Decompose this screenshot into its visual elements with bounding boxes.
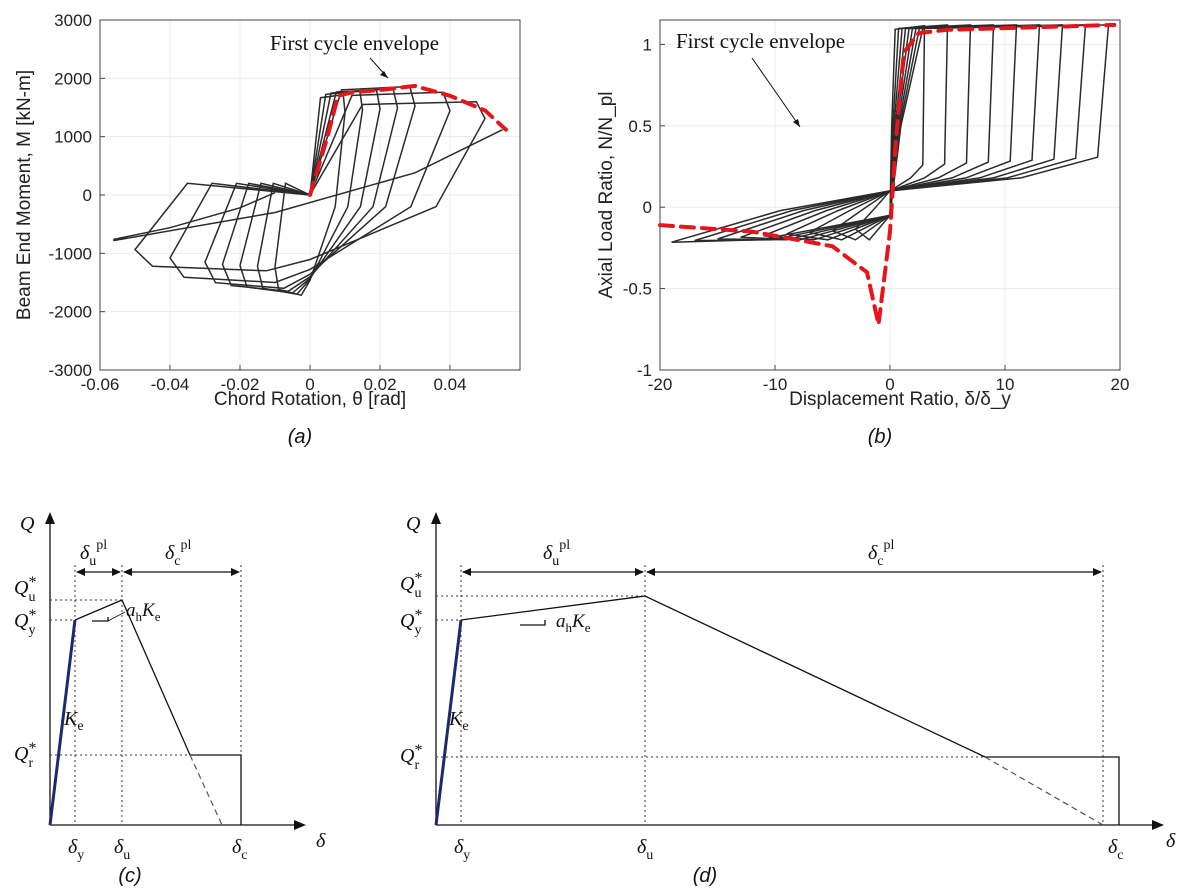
- panel-b-x-tick-label: 10: [996, 375, 1015, 394]
- panel-b-y-tick-label: -0.5: [623, 280, 652, 299]
- panel-b-x-tick-label: 20: [1111, 375, 1130, 394]
- panel-a-x-tick-label: 0.04: [433, 375, 466, 394]
- panel-d-qy-label: Q* y: [400, 607, 422, 638]
- panel-a-y-tick-label: -2000: [49, 303, 92, 322]
- panel-b-annotation: First cycle envelope: [676, 29, 845, 53]
- panel-b-y-tick-label: 1: [643, 35, 652, 54]
- panel-a-envelope-line: [308, 83, 508, 197]
- panel-c-elastic-line: [48, 619, 77, 826]
- panel-b-y-tick-label: 0: [643, 198, 652, 217]
- panel-a-caption: (a): [288, 426, 312, 448]
- panel-b-x-tick-label: -10: [763, 375, 788, 394]
- panel-d-qr-label: Q* r: [400, 742, 422, 773]
- panel-c-q-label: Q: [20, 513, 35, 535]
- panel-d-dcp-label: δcpl: [868, 538, 895, 569]
- panel-b-y-label: Axial Load Ratio, N/N_pl: [596, 92, 617, 299]
- panel-d-ahke-label: ahKe: [556, 611, 591, 635]
- panel-b-arrowhead: [793, 119, 800, 127]
- panel-c-caption: (c): [118, 865, 141, 887]
- panel-c-qu-label: Q* u: [14, 574, 36, 605]
- panel-b-x-label: Displacement Ratio, δ/δ_y: [789, 389, 1011, 410]
- panel-d-q-label: Q: [406, 513, 421, 535]
- panel-a-x-tick-label: -0.06: [81, 375, 120, 394]
- panel-d-elastic-line: [434, 619, 463, 826]
- panel-d-ke-label: Ke: [448, 708, 469, 734]
- panel-c-ahke-label: ahKe: [126, 600, 161, 624]
- panel-c-y-arrowhead: [45, 512, 55, 524]
- panel-a: -0.06 -0.04 -0.02 0 0.02 0.04 3000 2000 1000 0 -10…: [14, 11, 521, 448]
- panel-c-dc-label: δc: [232, 836, 248, 863]
- panel-a-y-tick-label: 1000: [54, 128, 92, 147]
- panel-c-dup-label: δupl: [80, 538, 107, 569]
- panel-c-extrapolation: [189, 754, 223, 826]
- panel-c-dcp-label: δcpl: [165, 538, 192, 569]
- panel-a-x-tick-label: 0.02: [363, 375, 396, 394]
- panel-b-x-tick-label: -20: [648, 375, 673, 394]
- panel-a-y-tick-label: -3000: [49, 361, 92, 380]
- panel-a-annotation: First cycle envelope: [270, 31, 439, 55]
- panel-a-hysteresis-cycle: [133, 100, 486, 272]
- panel-a-x-tick-label: 0: [305, 375, 314, 394]
- panel-c-ke-label: Ke: [63, 708, 84, 734]
- panel-a-y-tick-label: 2000: [54, 69, 92, 88]
- panel-a-y-label: Beam End Moment, M [kN-m]: [14, 70, 35, 320]
- panel-b-hysteresis-cycle: [809, 24, 972, 241]
- panel-b-ticks: -20 -10 0 10 20 1 0.5 0 -0.5 -1: [623, 35, 1130, 394]
- panel-d-dy-label: δy: [454, 836, 470, 863]
- panel-b-caption: (b): [868, 426, 892, 448]
- panel-c-qr-label: Q* r: [14, 740, 36, 771]
- panel-c-slope-marker: [92, 617, 109, 622]
- panel-a-ticks: -0.06 -0.04 -0.02 0 0.02 0.04 3000 2000 1000 0 -10…: [49, 11, 467, 394]
- panel-b-hysteresis-cycle: [786, 24, 995, 241]
- panel-d: Q Q* u Q* y Q* r Ke ahKe δupl δcpl δy δu δc…: [400, 512, 1176, 887]
- panel-a-hysteresis-cycle: [169, 91, 451, 284]
- panel-a-y-tick-label: -1000: [49, 244, 92, 263]
- panel-a-large-excursion: [113, 129, 503, 242]
- panel-d-y-arrowhead: [431, 512, 441, 524]
- panel-d-dc-label: δc: [1108, 836, 1124, 863]
- panel-d-caption: (d): [693, 865, 717, 887]
- panel-d-slope-marker: [520, 620, 546, 626]
- panel-b-y-tick-label: 0.5: [628, 117, 652, 136]
- panel-a-x-label: Chord Rotation, θ [rad]: [214, 389, 406, 410]
- panel-a-x-tick-label: -0.04: [151, 375, 190, 394]
- panel-d-extrapolation: [984, 756, 1104, 826]
- panel-d-d-label: δ: [1166, 830, 1176, 852]
- panel-c-dy-label: δy: [68, 836, 84, 863]
- panel-c-d-label: δ: [316, 830, 326, 852]
- panel-b-hysteresis: [671, 24, 1110, 243]
- panel-b-hysteresis-cycle: [854, 24, 926, 241]
- panel-c-dup-arrowheads: [76, 568, 121, 576]
- panel-b-x-tick-label: 0: [885, 375, 894, 394]
- panel-a-y-tick-label: 3000: [54, 11, 92, 30]
- panel-a-arrowhead: [380, 71, 388, 78]
- panel-d-du-label: δu: [637, 836, 653, 863]
- panel-a-y-tick-label: 0: [83, 186, 92, 205]
- panel-b-envelope-line: [658, 22, 1117, 325]
- panel-c-backbone-line: [74, 599, 242, 825]
- panel-a-hysteresis: [113, 85, 503, 297]
- panel-c-slope-leader: [107, 611, 126, 622]
- panel-d-x-arrowhead: [1152, 820, 1164, 830]
- panel-d-qu-label: Q* u: [400, 570, 422, 601]
- panel-b: -20 -10 0 10 20 1 0.5 0 -0.5 -1 Displacement Rati…: [596, 19, 1130, 448]
- panel-c-du-label: δu: [114, 836, 130, 863]
- panel-c-x-arrowhead: [294, 820, 306, 830]
- panel-a-x-tick-label: -0.02: [221, 375, 260, 394]
- panel-b-y-tick-label: -1: [637, 361, 652, 380]
- panel-c: Q Q* u Q* y Q* r Ke ahKe δupl δcpl δy δu δc…: [14, 512, 326, 887]
- panel-d-dup-label: δupl: [543, 538, 570, 569]
- panel-c-qy-label: Q* y: [14, 607, 36, 638]
- panel-b-hysteresis-cycle: [832, 24, 949, 241]
- panel-b-annotation-arrow: [751, 57, 801, 128]
